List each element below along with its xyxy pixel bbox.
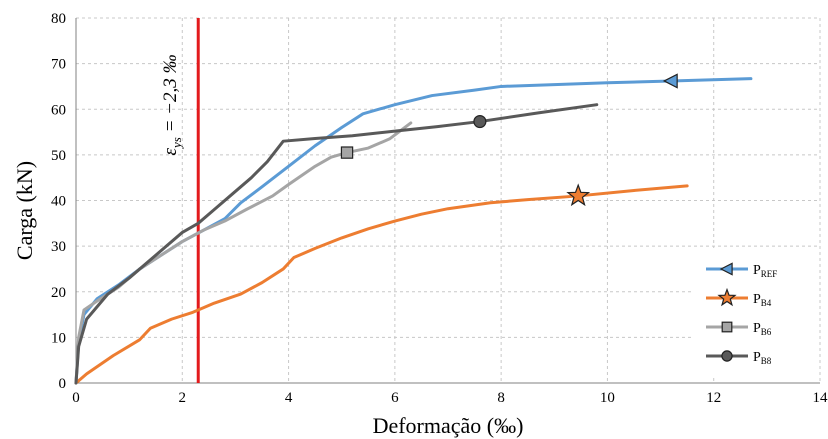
legend-marker-b8 — [721, 350, 733, 362]
y-tick-label: 0 — [59, 376, 67, 392]
series-line-b4 — [74, 184, 689, 385]
y-tick-label: 30 — [51, 239, 66, 255]
axes — [75, 18, 820, 384]
y-tick-label: 20 — [51, 285, 66, 301]
y-tick-label: 70 — [51, 57, 66, 73]
y-tick-label: 80 — [51, 11, 66, 27]
series-lines — [74, 77, 753, 385]
series-marker-b6 — [340, 146, 354, 159]
x-tick-label: 10 — [600, 390, 615, 406]
y-tick-label: 60 — [51, 102, 66, 118]
series-markers — [340, 73, 678, 207]
series-line-b6 — [74, 121, 413, 385]
x-tick-label: 2 — [179, 390, 187, 406]
y-tick-label: 50 — [51, 148, 66, 164]
series-line-b8 — [74, 103, 599, 385]
legend: PREF PB4 PB6 PB8 — [693, 248, 819, 376]
legend-label-b4: PB4 — [753, 292, 772, 308]
legend-label-ref: PREF — [753, 263, 777, 279]
series-marker-b8 — [473, 115, 487, 129]
yield-strain-label: εys = −2,3 ‰ — [160, 55, 184, 156]
legend-marker-b6 — [721, 321, 733, 333]
legend-marker-b4 — [717, 287, 737, 307]
x-tick-label: 6 — [391, 390, 399, 406]
y-axis-title: Carga (kN) — [12, 161, 37, 260]
series-marker-b4 — [566, 183, 591, 207]
x-tick-label: 0 — [72, 390, 80, 406]
legend-marker-ref — [719, 262, 733, 276]
x-tick-label: 14 — [813, 390, 828, 406]
legend-label-b8: PB8 — [753, 350, 772, 366]
x-tick-label: 8 — [497, 390, 505, 406]
x-tick-label: 12 — [706, 390, 721, 406]
legend-label-b6: PB6 — [753, 321, 772, 337]
x-tick-label: 4 — [285, 390, 293, 406]
series-marker-ref — [662, 73, 678, 89]
x-axis-title: Deformação (‰) — [373, 413, 524, 438]
y-tick-label: 40 — [51, 194, 66, 210]
tick-labels: 0 2 4 6 8 10 12 14 0 10 20 30 40 50 60 70 80 — [51, 11, 828, 406]
y-tick-label: 10 — [51, 330, 66, 346]
yield-strain-annotation: εys = −2,3 ‰ — [160, 18, 200, 383]
